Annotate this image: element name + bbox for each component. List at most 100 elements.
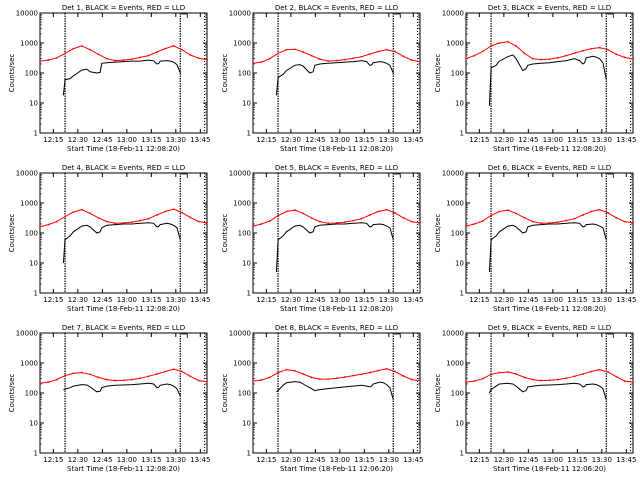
x-tick-label: 12:15 bbox=[43, 296, 63, 304]
lld-point bbox=[310, 54, 313, 57]
lld-point bbox=[394, 50, 396, 53]
y-tick-label: 10 bbox=[242, 420, 251, 428]
y-tick-label: 1 bbox=[34, 450, 38, 458]
lld-point bbox=[72, 211, 75, 213]
lld-point bbox=[181, 211, 183, 214]
series-events bbox=[488, 222, 607, 273]
lld-point bbox=[473, 223, 476, 225]
lld-point bbox=[515, 212, 517, 215]
y-tick-label: 1 bbox=[34, 290, 38, 298]
lld-point bbox=[327, 222, 330, 225]
series-events bbox=[488, 54, 607, 106]
series-events bbox=[63, 382, 181, 397]
x-tick-label: 12:30 bbox=[494, 456, 514, 464]
marker-bracket bbox=[394, 13, 401, 18]
x-tick-label: 13:30 bbox=[379, 136, 399, 144]
x-tick-label: 12:45 bbox=[305, 296, 325, 304]
lld-point bbox=[419, 60, 421, 63]
lld-point bbox=[268, 376, 271, 379]
lld-point bbox=[573, 375, 576, 378]
x-tick-label: 12:15 bbox=[43, 136, 63, 144]
lld-point bbox=[523, 52, 526, 55]
lld-point bbox=[164, 47, 167, 50]
lld-point bbox=[623, 380, 626, 382]
x-tick-label: 12:15 bbox=[469, 456, 489, 464]
panel-det-1: Det 1, BLACK = Events, RED = LLD 1 10 100 10… bbox=[8, 4, 210, 153]
lld-point bbox=[623, 56, 626, 59]
lld-point bbox=[410, 59, 413, 61]
lld-point bbox=[206, 58, 208, 61]
lld-point bbox=[130, 58, 133, 61]
x-tick-label: 13:00 bbox=[117, 296, 137, 304]
y-tick-label: 10000 bbox=[229, 170, 251, 178]
lld-point bbox=[515, 373, 517, 375]
y-axis-label: Counts/sec bbox=[434, 214, 442, 253]
lld-point bbox=[97, 376, 100, 379]
x-tick-label: 13:30 bbox=[166, 456, 186, 464]
panel-title: Det 3, BLACK = Events, RED = LLD bbox=[488, 4, 611, 12]
lld-point bbox=[130, 221, 133, 224]
lld-point bbox=[197, 220, 200, 223]
x-tick-label: 12:30 bbox=[68, 136, 88, 144]
lld-point bbox=[55, 56, 58, 59]
x-tick-label: 13:45 bbox=[190, 136, 210, 144]
panel-title: Det 9, BLACK = Events, RED = LLD bbox=[488, 324, 611, 332]
lld-point bbox=[89, 373, 91, 376]
y-tick-label: 100 bbox=[451, 390, 464, 398]
x-tick-label: 12:45 bbox=[518, 296, 538, 304]
lld-point bbox=[548, 379, 551, 382]
lld-point bbox=[197, 379, 200, 382]
lld-point bbox=[147, 54, 150, 57]
lld-point bbox=[515, 45, 517, 47]
y-tick-label: 100 bbox=[451, 70, 464, 78]
lld-point bbox=[55, 220, 58, 223]
lld-point bbox=[352, 57, 355, 60]
x-tick-label: 13:15 bbox=[567, 296, 587, 304]
series-events bbox=[62, 222, 181, 264]
y-tick-label: 10000 bbox=[442, 10, 464, 18]
lld-point bbox=[394, 211, 396, 214]
lld-point bbox=[590, 370, 593, 373]
lld-point bbox=[360, 217, 363, 220]
lld-point bbox=[360, 55, 363, 58]
lld-point bbox=[385, 208, 388, 211]
lld-point bbox=[582, 49, 584, 52]
y-axis-label: Counts/sec bbox=[434, 54, 442, 93]
x-tick-label: 13:15 bbox=[354, 456, 374, 464]
lld-point bbox=[360, 373, 363, 376]
x-tick-label: 12:30 bbox=[281, 456, 301, 464]
x-axis-label: Start Time (18-Feb-11 12:06:20) bbox=[493, 465, 606, 473]
x-tick-label: 13:15 bbox=[567, 136, 587, 144]
x-tick-label: 13:30 bbox=[379, 456, 399, 464]
lld-point bbox=[352, 374, 355, 377]
lld-point bbox=[385, 48, 388, 51]
lld-point bbox=[607, 211, 609, 214]
y-tick-label: 10 bbox=[455, 260, 464, 268]
y-tick-label: 1000 bbox=[446, 40, 464, 48]
x-axis-label: Start Time (18-Feb-11 12:08:20) bbox=[280, 145, 393, 153]
y-tick-label: 10000 bbox=[442, 170, 464, 178]
lld-point bbox=[598, 208, 601, 211]
x-tick-label: 12:30 bbox=[494, 136, 514, 144]
lld-point bbox=[335, 222, 338, 224]
lld-point bbox=[89, 212, 91, 215]
panel-title: Det 4, BLACK = Events, RED = LLD bbox=[62, 164, 185, 172]
lld-point bbox=[139, 377, 142, 380]
lld-point bbox=[607, 371, 609, 373]
lld-point bbox=[402, 55, 405, 58]
x-tick-label: 13:30 bbox=[592, 456, 612, 464]
lld-point bbox=[206, 221, 208, 224]
lld-point bbox=[114, 59, 117, 62]
y-tick-label: 100 bbox=[238, 230, 251, 238]
y-tick-label: 1000 bbox=[20, 360, 38, 368]
y-tick-label: 10000 bbox=[229, 330, 251, 338]
y-tick-label: 1 bbox=[34, 130, 38, 138]
lld-point bbox=[419, 379, 421, 382]
y-axis-label: Counts/sec bbox=[434, 374, 442, 413]
y-tick-label: 100 bbox=[25, 390, 38, 398]
x-tick-label: 13:45 bbox=[403, 136, 423, 144]
lld-point bbox=[89, 48, 91, 51]
lld-point bbox=[556, 378, 559, 381]
y-tick-label: 100 bbox=[25, 70, 38, 78]
lld-point bbox=[402, 375, 405, 377]
